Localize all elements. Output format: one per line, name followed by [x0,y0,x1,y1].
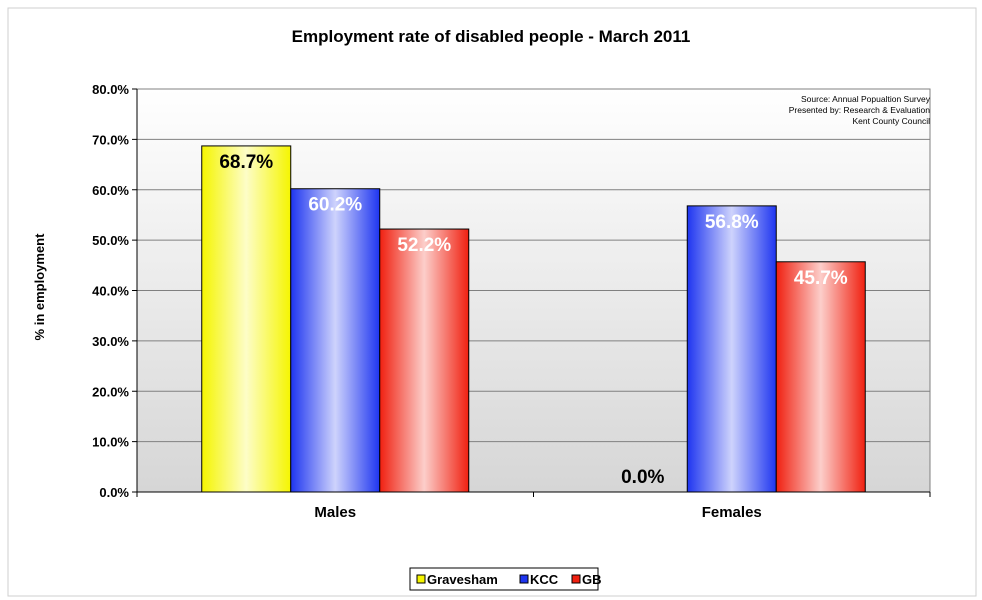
y-axis-label: % in employment [32,233,47,341]
data-label: 60.2% [308,195,362,216]
bar-kcc-females [686,205,777,493]
x-tick-label: Females [702,504,762,521]
bar-gb-females [775,261,866,493]
data-label: 52.2% [397,235,451,256]
legend-label: Gravesham [427,572,498,587]
axes: 0.0% 10.0% 20.0% 30.0% 40.0% 50.0% 60.0% 70.0% 8… [92,82,931,521]
chart-title: Employment rate of disabled people - Mar… [292,27,691,46]
y-tick-label: 70.0% [92,132,129,147]
x-tick-label: Males [314,504,356,521]
source-line-2: Presented by: Research & Evaluation [789,105,931,115]
y-tick-label: 50.0% [92,233,129,248]
data-label: 56.8% [705,212,759,233]
bar-gb-males [379,228,470,493]
source-note: Source: Annual Popualtion Survey Present… [789,94,931,126]
bars [201,145,866,493]
y-tick-label: 0.0% [99,485,129,500]
legend-swatch [416,574,426,584]
legend-label: KCC [530,572,559,587]
data-label: 45.7% [794,268,848,289]
y-tick-label: 20.0% [92,384,129,399]
source-line-3: Kent County Council [853,116,931,126]
data-label: 68.7% [219,152,273,173]
bar-kcc-males [290,188,381,493]
y-tick-label: 40.0% [92,284,129,299]
y-tick-label: 80.0% [92,82,129,97]
source-line-1: Source: Annual Popualtion Survey [801,94,931,104]
data-label: 0.0% [621,467,664,488]
legend: Gravesham KCC GB [409,567,602,591]
bar-gravesham-males [201,145,292,493]
y-tick-label: 60.0% [92,183,129,198]
legend-box [409,567,599,591]
data-labels: 68.7% 60.2% 52.2% 0.0% 56.8% 45.7% [219,152,847,488]
legend-swatch [519,574,529,584]
legend-label: GB [582,572,602,587]
y-tick-label: 10.0% [92,435,129,450]
y-tick-label: 30.0% [92,334,129,349]
legend-swatch [571,574,581,584]
